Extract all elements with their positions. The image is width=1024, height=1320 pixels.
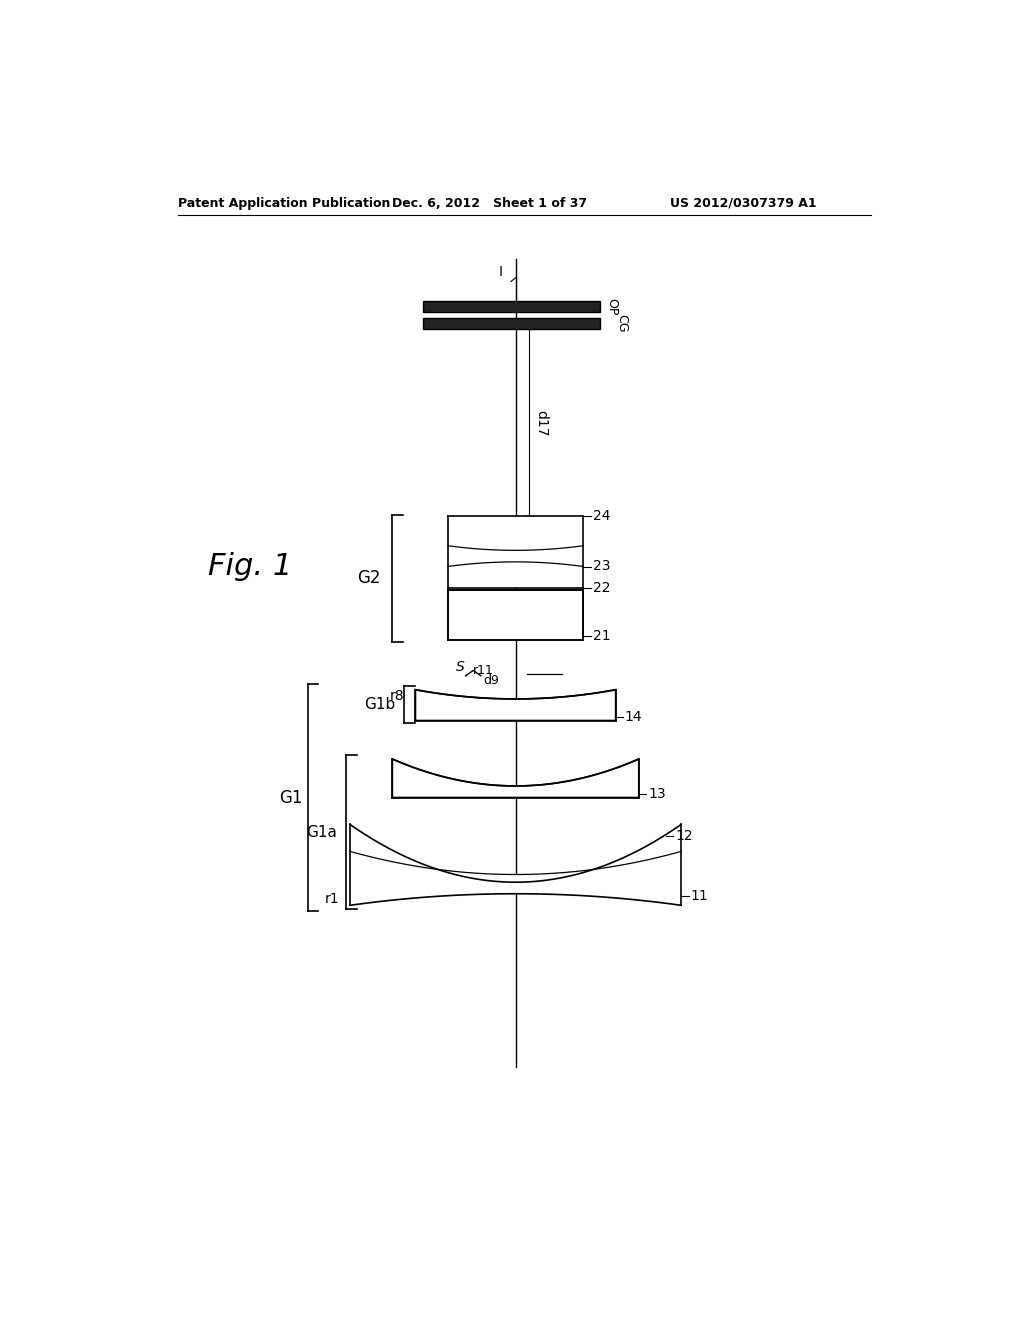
Polygon shape <box>447 590 584 640</box>
Text: G2: G2 <box>357 569 381 587</box>
Text: Fig. 1: Fig. 1 <box>208 552 292 581</box>
Text: 11: 11 <box>690 890 709 903</box>
Text: G1a: G1a <box>306 825 337 840</box>
Text: 13: 13 <box>648 787 666 801</box>
Text: S: S <box>456 660 464 673</box>
Polygon shape <box>350 851 681 906</box>
Text: 22: 22 <box>593 581 610 595</box>
Text: r8: r8 <box>390 689 404 702</box>
Polygon shape <box>416 689 615 721</box>
Text: US 2012/0307379 A1: US 2012/0307379 A1 <box>670 197 816 210</box>
Text: G1b: G1b <box>364 697 395 711</box>
Text: 12: 12 <box>675 829 692 843</box>
Polygon shape <box>447 562 584 589</box>
Polygon shape <box>350 825 681 882</box>
Polygon shape <box>447 516 584 550</box>
Text: r11: r11 <box>473 664 495 677</box>
Polygon shape <box>392 759 639 797</box>
Text: 24: 24 <box>593 510 610 524</box>
Text: CG: CG <box>615 314 629 333</box>
Text: OP: OP <box>605 298 617 315</box>
Polygon shape <box>423 301 600 313</box>
Text: Dec. 6, 2012   Sheet 1 of 37: Dec. 6, 2012 Sheet 1 of 37 <box>392 197 588 210</box>
Text: 23: 23 <box>593 560 610 573</box>
Polygon shape <box>423 318 600 330</box>
Text: r1: r1 <box>325 892 339 906</box>
Text: d9: d9 <box>483 675 499 686</box>
Text: d17: d17 <box>535 409 548 436</box>
Polygon shape <box>447 545 584 566</box>
Text: I: I <box>499 265 503 280</box>
Text: G1: G1 <box>279 789 302 807</box>
Text: Patent Application Publication: Patent Application Publication <box>178 197 391 210</box>
Text: 14: 14 <box>625 710 642 723</box>
Text: 21: 21 <box>593 628 610 643</box>
